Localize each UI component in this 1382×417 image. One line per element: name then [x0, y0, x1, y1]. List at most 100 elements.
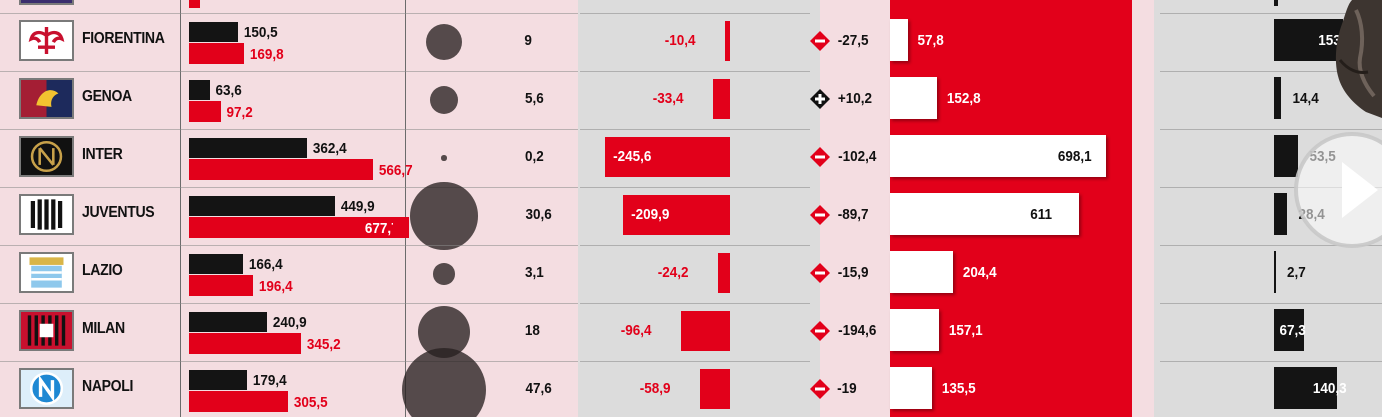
table-row: MILAN 240,9 345,2 18 -96,4 -194,6 157,1 67,3 [0, 303, 1382, 359]
negative-bar [724, 21, 730, 61]
last-bar-label: 2,7 [1287, 264, 1306, 281]
previous-row-bar [1274, 0, 1278, 6]
bar-black-label: 240,9 [273, 314, 307, 331]
last-bar [1274, 77, 1281, 119]
delta-label: -19 [837, 380, 857, 397]
negative-bar [713, 79, 730, 119]
negative-bar [680, 311, 730, 351]
table-row: FIORENTINA 150,5 169,8 9 -10,4 -27,5 57,8 153 [0, 13, 1382, 69]
bar-red-label: 196,4 [258, 278, 293, 295]
player-photo-fragment [1335, 0, 1382, 118]
row-separator [580, 71, 810, 72]
white-bar-label: 611 [1030, 206, 1053, 223]
delta-label: -102,4 [838, 148, 877, 165]
bar-black [189, 196, 335, 216]
bar-black [189, 22, 238, 42]
last-bar [1274, 309, 1305, 351]
bar-red [189, 391, 289, 412]
bar-black-label: 63,6 [215, 82, 242, 99]
circle-label: 18 [524, 322, 540, 339]
white-bar [890, 251, 954, 293]
previous-row-logo [19, 0, 74, 5]
negative-bar-label: -245,6 [613, 148, 652, 165]
row-separator [0, 303, 578, 304]
minus-icon [810, 205, 830, 225]
row-separator [1160, 303, 1382, 304]
white-bar [890, 193, 1080, 235]
circle-label: 3,1 [525, 264, 544, 281]
delta-label: -89,7 [837, 206, 869, 223]
bar-red-label: 677,7 [364, 220, 399, 237]
row-separator [580, 303, 810, 304]
white-bar-label: 157,1 [948, 322, 983, 339]
row-separator [0, 13, 578, 14]
last-bar-label: 67,3 [1279, 322, 1307, 339]
play-button-icon[interactable] [1292, 130, 1382, 250]
white-bar [890, 135, 1106, 177]
bar-red [189, 275, 253, 296]
negative-bar-label: -96,4 [620, 322, 652, 339]
row-separator [0, 187, 578, 188]
white-bar-label: 57,8 [917, 32, 944, 49]
last-bar-label: 14,4 [1291, 90, 1319, 107]
row-separator [1160, 361, 1382, 362]
bar-black [189, 80, 210, 100]
bar-red-overflow [393, 217, 407, 238]
circle-marker [441, 155, 447, 161]
bar-black [189, 312, 268, 332]
bar-black-label: 166,4 [248, 256, 283, 273]
circle-label: 5,6 [525, 90, 544, 107]
bar-black-label: 150,5 [243, 24, 278, 41]
circle-marker [402, 348, 486, 417]
previous-row-bar [189, 0, 200, 8]
circle-marker [429, 85, 459, 115]
fiorentina-crest-icon [19, 20, 74, 61]
divider [180, 0, 181, 417]
white-bar-label: 204,4 [963, 264, 997, 281]
minus-icon [810, 31, 830, 51]
plus-icon [810, 89, 830, 109]
bar-black-label: 362,4 [312, 140, 347, 157]
negative-bar-label: -33,4 [652, 90, 684, 107]
minus-icon [810, 263, 830, 283]
last-bar [1274, 193, 1287, 235]
panel-gap [1132, 0, 1154, 417]
circle-marker [410, 182, 478, 250]
bar-red [189, 217, 409, 238]
panel-delta [820, 0, 890, 417]
team-name: GENOA [82, 88, 132, 105]
negative-bar [700, 369, 730, 409]
white-bar-label: 135,5 [941, 380, 976, 397]
bar-red [189, 101, 221, 122]
inter-crest-icon [19, 136, 74, 177]
row-separator [0, 245, 578, 246]
bar-red [189, 43, 245, 64]
white-bar [890, 77, 938, 119]
negative-bar-label: -10,4 [664, 32, 696, 49]
white-bar-label: 698,1 [1057, 148, 1092, 165]
row-separator [1160, 129, 1382, 130]
table-row: LAZIO 166,4 196,4 3,1 -24,2 -15,9 204,4 2,7 [0, 245, 1382, 301]
negative-bar [717, 253, 730, 293]
last-bar-label: 140,3 [1312, 380, 1347, 397]
napoli-crest-icon [19, 368, 74, 409]
bar-black [189, 370, 248, 390]
delta-label: -194,6 [838, 322, 877, 339]
negative-bar [605, 137, 730, 177]
team-name: MILAN [82, 320, 125, 337]
row-separator [580, 187, 810, 188]
bar-red-label: 305,5 [294, 394, 328, 411]
divider [405, 0, 406, 417]
bar-red-label: 97,2 [226, 104, 253, 121]
row-separator [1160, 245, 1382, 246]
delta-label: -15,9 [837, 264, 869, 281]
lazio-crest-icon [19, 252, 74, 293]
last-bar [1274, 367, 1338, 409]
circle-label: 9 [524, 32, 532, 49]
bar-red [189, 159, 373, 180]
row-separator [0, 71, 578, 72]
table-row: GENOA 63,6 97,2 5,6 -33,4 +10,2 152,8 14,4 [0, 71, 1382, 127]
circle-label: 30,6 [525, 206, 552, 223]
